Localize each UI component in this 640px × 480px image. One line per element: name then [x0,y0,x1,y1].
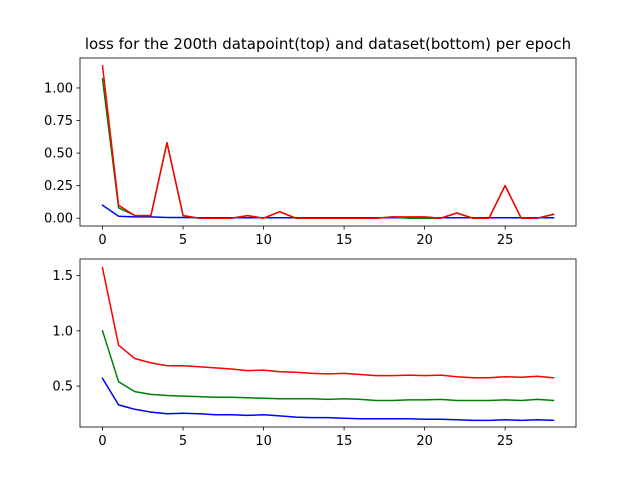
x-tick-label-0-1: 5 [179,233,187,248]
series-line-0-1 [101,77,555,219]
top-panel: 0 5 10 15 20 25 0.00 0.25 0.50 0.75 1.00 [44,57,577,248]
series-line-1-1 [101,329,555,402]
x-tick-label-1-5: 25 [497,434,514,449]
y-tick-label-0-3: 0.75 [44,114,73,129]
axes-frame-1 [79,258,577,428]
x-tick-label-0-4: 20 [416,233,433,248]
x-tick-label-1-1: 5 [179,434,187,449]
axes-frame-0 [79,57,577,227]
y-tick-label-1-1: 1.0 [52,324,73,339]
y-tick-label-0-0: 0.00 [44,212,73,227]
y-tick-label-1-0: 0.5 [52,380,73,395]
x-tick-label-0-5: 25 [497,233,514,248]
x-tick-label-1-4: 20 [416,434,433,449]
y-tick-label-0-1: 0.25 [44,179,73,194]
series-line-1-0 [101,377,555,422]
x-tick-label-0-0: 0 [98,233,106,248]
x-tick-label-0-3: 15 [336,233,353,248]
x-tick-label-1-2: 10 [255,434,272,449]
series-line-0-2 [101,64,555,219]
x-tick-label-0-2: 10 [255,233,272,248]
x-tick-label-1-3: 15 [336,434,353,449]
figure-title: loss for the 200th datapoint(top) and da… [85,35,571,53]
x-tick-label-1-0: 0 [98,434,106,449]
y-tick-label-1-2: 1.5 [52,269,73,284]
series-line-1-2 [101,266,555,379]
series-line-0-0 [101,204,555,219]
y-tick-label-0-4: 1.00 [44,81,73,96]
bottom-panel: 0 5 10 15 20 25 0.5 1.0 1.5 [52,258,577,449]
y-tick-label-0-2: 0.50 [44,147,73,162]
